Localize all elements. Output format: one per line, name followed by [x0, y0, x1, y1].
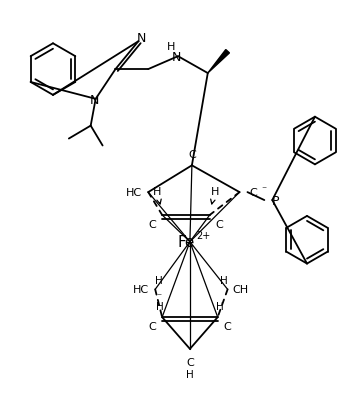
Text: C: C [216, 220, 223, 230]
Text: H: H [153, 187, 161, 204]
Polygon shape [208, 49, 229, 73]
Text: N: N [90, 94, 100, 107]
Text: HC: HC [126, 188, 142, 198]
Text: H: H [155, 276, 163, 286]
Text: C: C [250, 188, 257, 198]
Text: H: H [220, 276, 228, 286]
Text: 2+: 2+ [197, 231, 211, 241]
Text: H: H [186, 370, 194, 380]
Text: H: H [211, 187, 219, 204]
Text: N: N [137, 32, 146, 45]
Text: C: C [224, 322, 232, 332]
Text: ⁻: ⁻ [156, 292, 162, 302]
Text: C: C [186, 358, 194, 368]
Text: C: C [148, 322, 156, 332]
Text: CH: CH [232, 286, 248, 295]
Text: H: H [216, 302, 223, 312]
Text: Fe: Fe [177, 235, 195, 250]
Text: C: C [148, 220, 156, 230]
Text: P: P [271, 194, 279, 208]
Text: C: C [188, 150, 196, 160]
Text: N: N [171, 51, 181, 64]
Text: H: H [156, 302, 164, 312]
Text: H: H [167, 42, 175, 52]
Text: HC: HC [133, 286, 149, 295]
Text: ⁻: ⁻ [262, 185, 267, 195]
